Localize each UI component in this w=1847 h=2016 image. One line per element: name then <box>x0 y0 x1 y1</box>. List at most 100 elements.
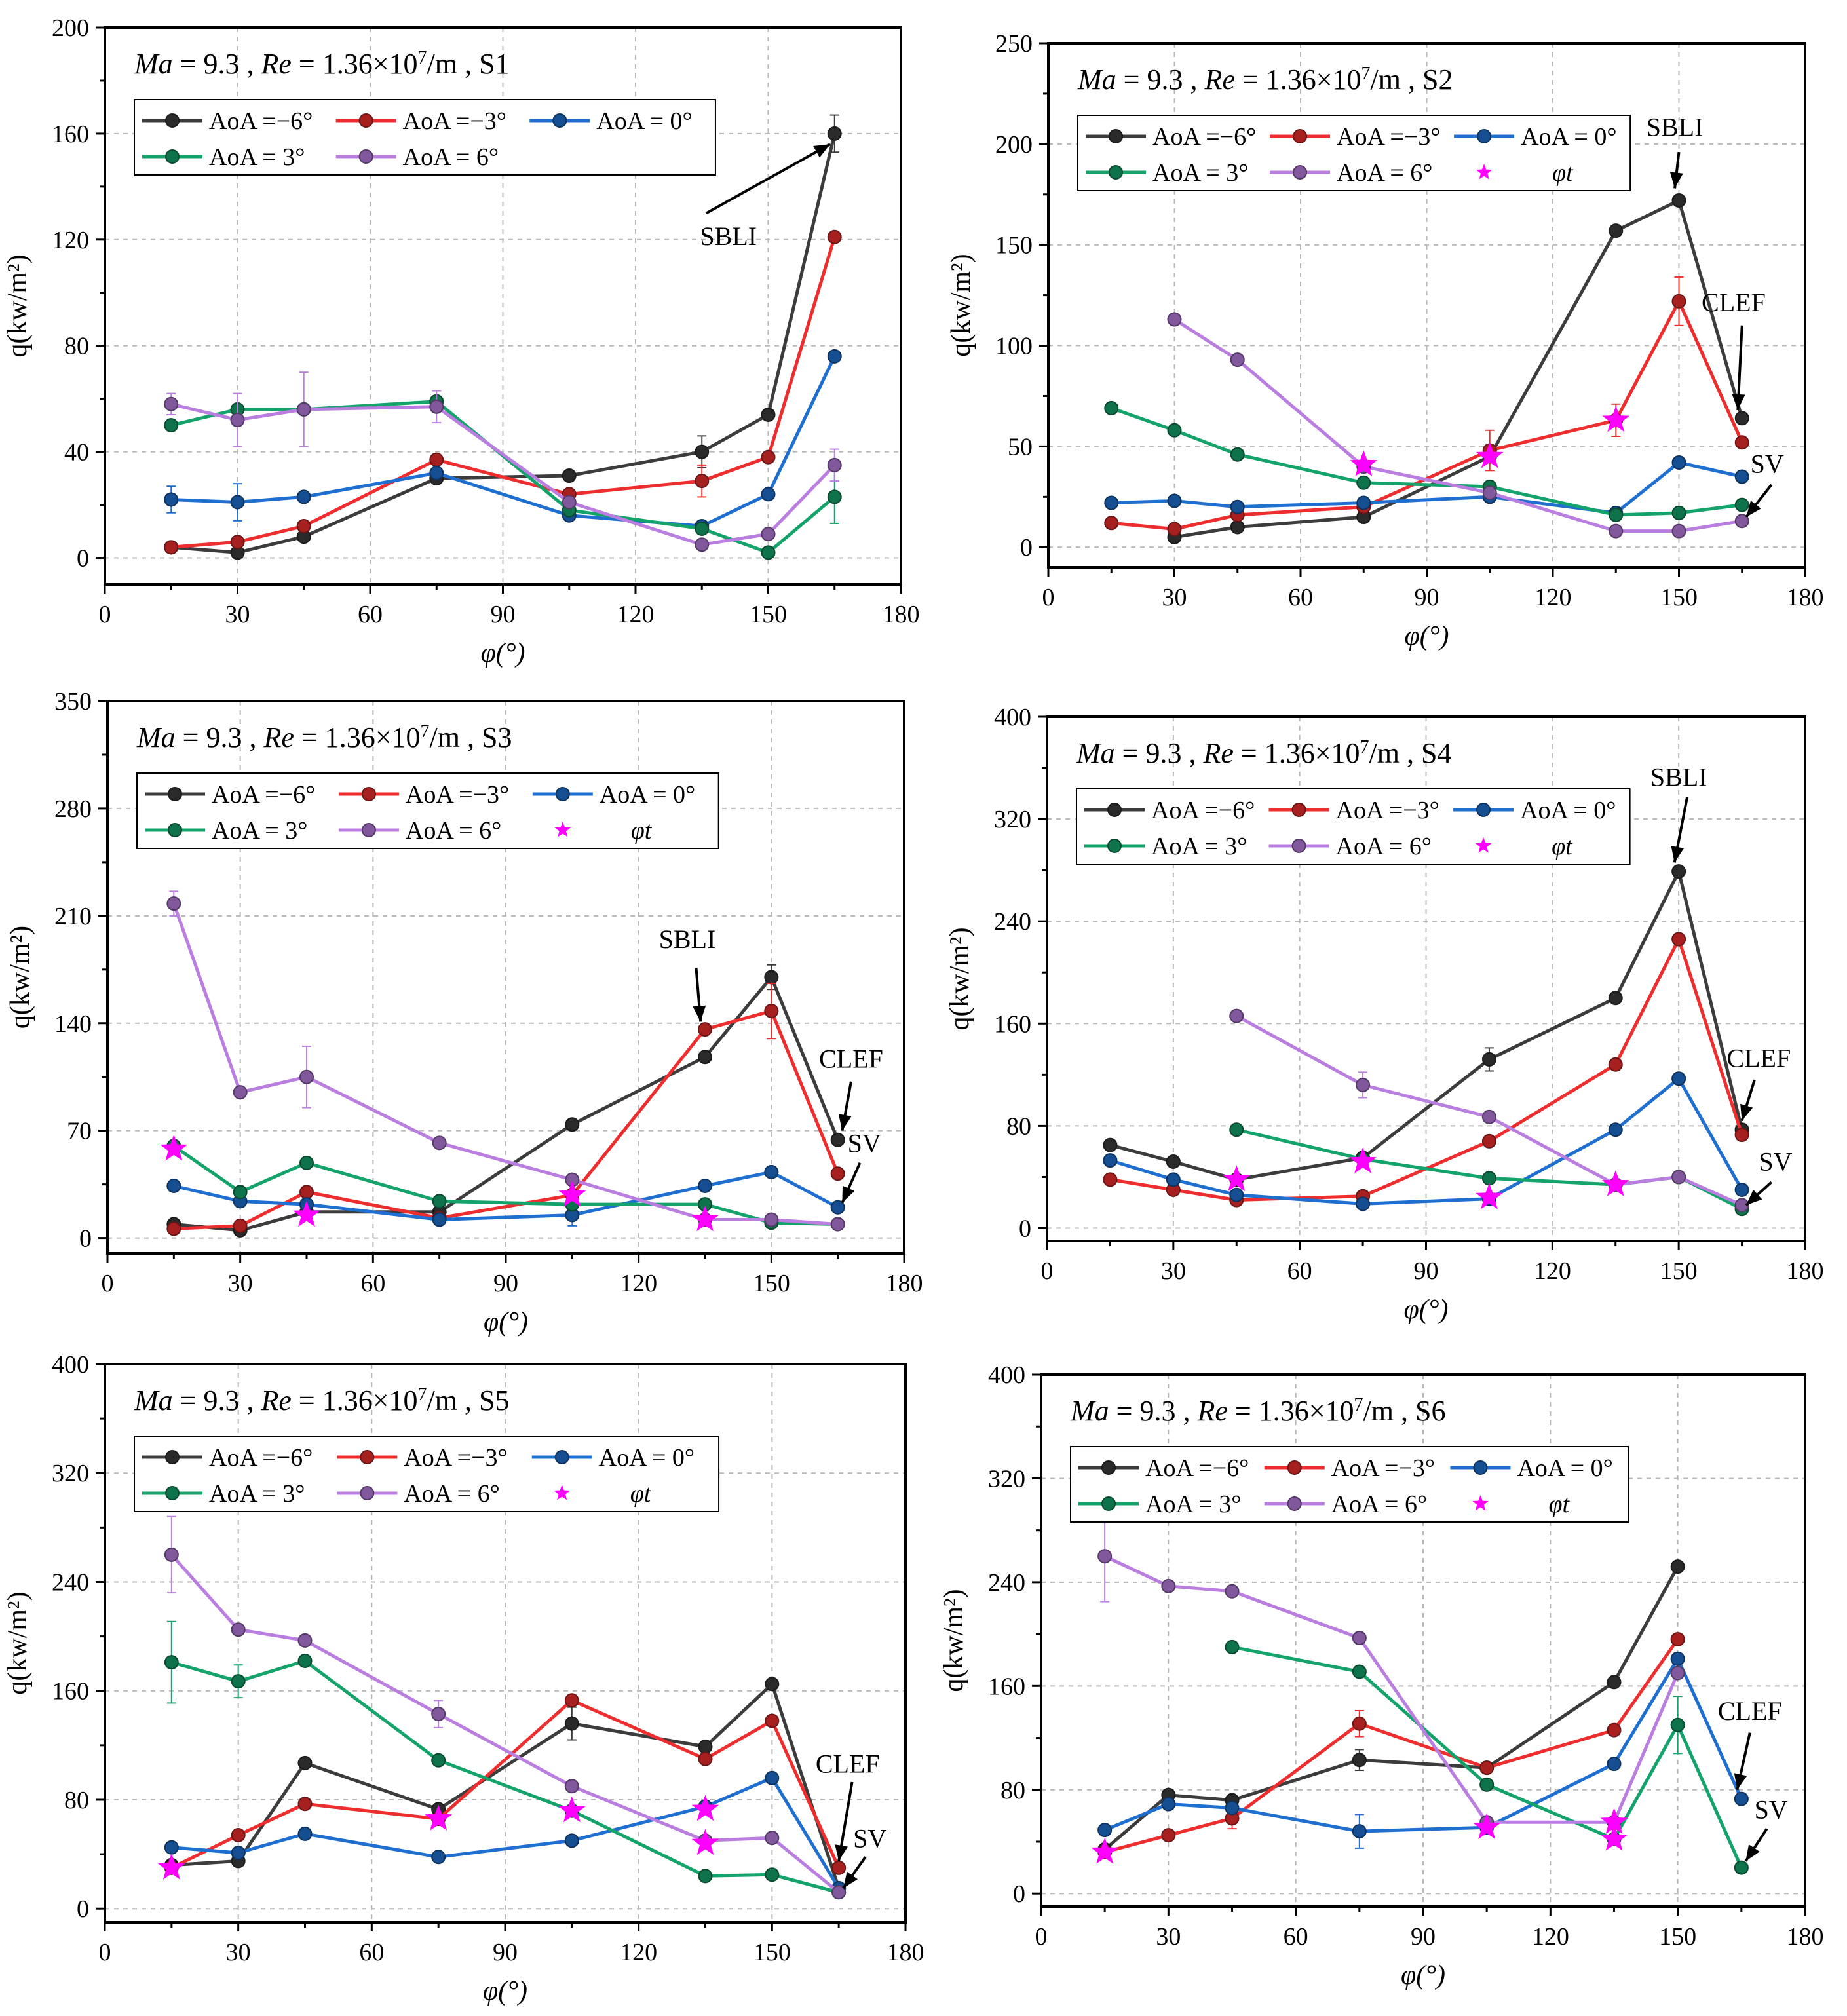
data-point <box>297 1797 313 1812</box>
subtitle-part: /m , S1 <box>427 48 510 80</box>
data-point <box>1734 469 1749 484</box>
legend-swatch-marker <box>165 113 180 128</box>
data-point <box>1225 1800 1240 1816</box>
chart-panel: 0 30 60 90 120 150 180 0 40 80 120 160 200 φ(°) q(kw/m… <box>3 14 920 668</box>
series-line <box>170 1698 841 1870</box>
data-point <box>1671 1170 1686 1185</box>
annotation-label: SBLI <box>659 924 716 954</box>
x-tick-label: 0 <box>99 601 111 628</box>
phi-t-star <box>157 1853 185 1880</box>
x-tick-label: 90 <box>493 1939 518 1966</box>
legend-label: AoA =−3° <box>404 1444 507 1472</box>
subtitle-part: Re <box>1204 64 1234 96</box>
y-tick-label: 0 <box>79 1225 92 1253</box>
data-point <box>164 1655 179 1670</box>
data-point <box>1352 1716 1367 1731</box>
series-line <box>1236 1014 1743 1207</box>
x-tick-label: 0 <box>1041 1257 1054 1285</box>
chart-panel: 0 30 60 90 120 150 180 0 50 100 150 200 250 φ(°) q(kw/… <box>946 30 1824 651</box>
series-line <box>172 903 838 1226</box>
data-point <box>1229 1122 1244 1137</box>
annotation-label: SBLI <box>1647 113 1704 142</box>
data-point <box>1671 193 1686 208</box>
data-point <box>1607 1675 1622 1690</box>
legend-phi-t-label: φt <box>631 817 653 845</box>
data-point <box>1734 1128 1749 1143</box>
subtitle-part: Ma <box>1076 737 1115 769</box>
x-tick-label: 30 <box>228 1270 253 1297</box>
x-tick-label: 120 <box>1534 584 1572 611</box>
legend-label: AoA = 3° <box>1152 159 1248 187</box>
series-AoA_-6 <box>164 114 842 560</box>
data-point <box>761 527 776 542</box>
subtitle-part: 7 <box>1360 737 1369 757</box>
y-tick-label: 70 <box>67 1118 92 1145</box>
x-axis-label: φ(°) <box>1401 1960 1445 1990</box>
y-tick-label: 160 <box>994 1010 1031 1038</box>
y-axis-label: q(kw/m²) <box>946 254 976 356</box>
series-AoA_6 <box>1167 312 1749 539</box>
series-AoA_3 <box>1104 400 1749 522</box>
y-tick-label: 350 <box>54 688 92 715</box>
subtitle-part: /m , S5 <box>427 1384 510 1417</box>
data-point <box>764 1004 779 1019</box>
data-point <box>1482 485 1497 501</box>
data-point <box>164 418 179 433</box>
y-tick-label: 50 <box>1008 433 1033 461</box>
x-tick-label: 60 <box>1284 1923 1308 1950</box>
data-point <box>429 466 444 480</box>
subtitle-part: = 9.3 , <box>1116 64 1205 96</box>
phi-t-star <box>558 1796 586 1823</box>
legend-swatch-marker <box>165 149 180 164</box>
x-tick-label: 180 <box>886 1270 923 1297</box>
x-tick-label: 0 <box>99 1939 111 1966</box>
x-tick-label: 120 <box>620 1270 657 1297</box>
data-point <box>1609 523 1624 539</box>
series-line <box>1104 1555 1679 1824</box>
legend-swatch-marker <box>360 1450 375 1464</box>
data-point <box>698 1178 712 1193</box>
data-point <box>164 1840 179 1855</box>
data-point <box>831 1860 847 1875</box>
y-tick-label: 160 <box>988 1673 1025 1700</box>
legend-swatch-marker <box>361 787 376 801</box>
y-tick-label: 320 <box>52 1460 89 1487</box>
y-tick-label: 80 <box>1006 1113 1031 1140</box>
legend-label: AoA =−6° <box>209 107 313 135</box>
data-point <box>1671 1071 1686 1086</box>
x-tick-label: 180 <box>1787 584 1824 611</box>
data-point <box>233 1218 248 1233</box>
data-point <box>1103 1172 1118 1187</box>
annotation-arrow-head <box>842 1185 855 1203</box>
x-tick-label: 150 <box>1660 584 1698 611</box>
data-point <box>1479 1760 1495 1776</box>
legend-label: AoA = 0° <box>596 107 692 135</box>
y-tick-label: 0 <box>1019 1215 1031 1242</box>
annotation-arrow-head <box>693 1005 706 1022</box>
x-axis-label: φ(°) <box>1404 621 1449 651</box>
legend-box <box>134 99 716 176</box>
legend-swatch-marker <box>1291 839 1306 853</box>
y-tick-label: 250 <box>995 30 1033 58</box>
phi-t-star <box>691 1829 719 1855</box>
y-tick-label: 150 <box>995 232 1033 259</box>
data-point <box>830 1166 845 1181</box>
legend-swatch-marker <box>360 1486 375 1500</box>
data-point <box>231 1828 246 1843</box>
data-point <box>765 1867 780 1882</box>
series-line <box>173 1170 839 1221</box>
y-tick-label: 140 <box>54 1010 92 1038</box>
x-axis-label: φ(°) <box>483 1976 527 2006</box>
y-tick-label: 400 <box>52 1351 89 1379</box>
x-tick-label: 30 <box>225 601 250 628</box>
annotation-label: SV <box>853 1824 886 1854</box>
x-tick-label: 60 <box>358 601 383 628</box>
legend-phi-t-star <box>1476 164 1493 180</box>
series-AoA_0 <box>166 1164 845 1227</box>
subtitle-part: Ma <box>134 1384 173 1417</box>
y-axis-label: q(kw/m²) <box>945 927 975 1030</box>
y-axis-label: q(kw/m²) <box>3 1591 33 1694</box>
legend-label: AoA =−3° <box>1337 123 1440 151</box>
data-point <box>164 396 179 411</box>
x-tick-label: 90 <box>493 1270 518 1297</box>
